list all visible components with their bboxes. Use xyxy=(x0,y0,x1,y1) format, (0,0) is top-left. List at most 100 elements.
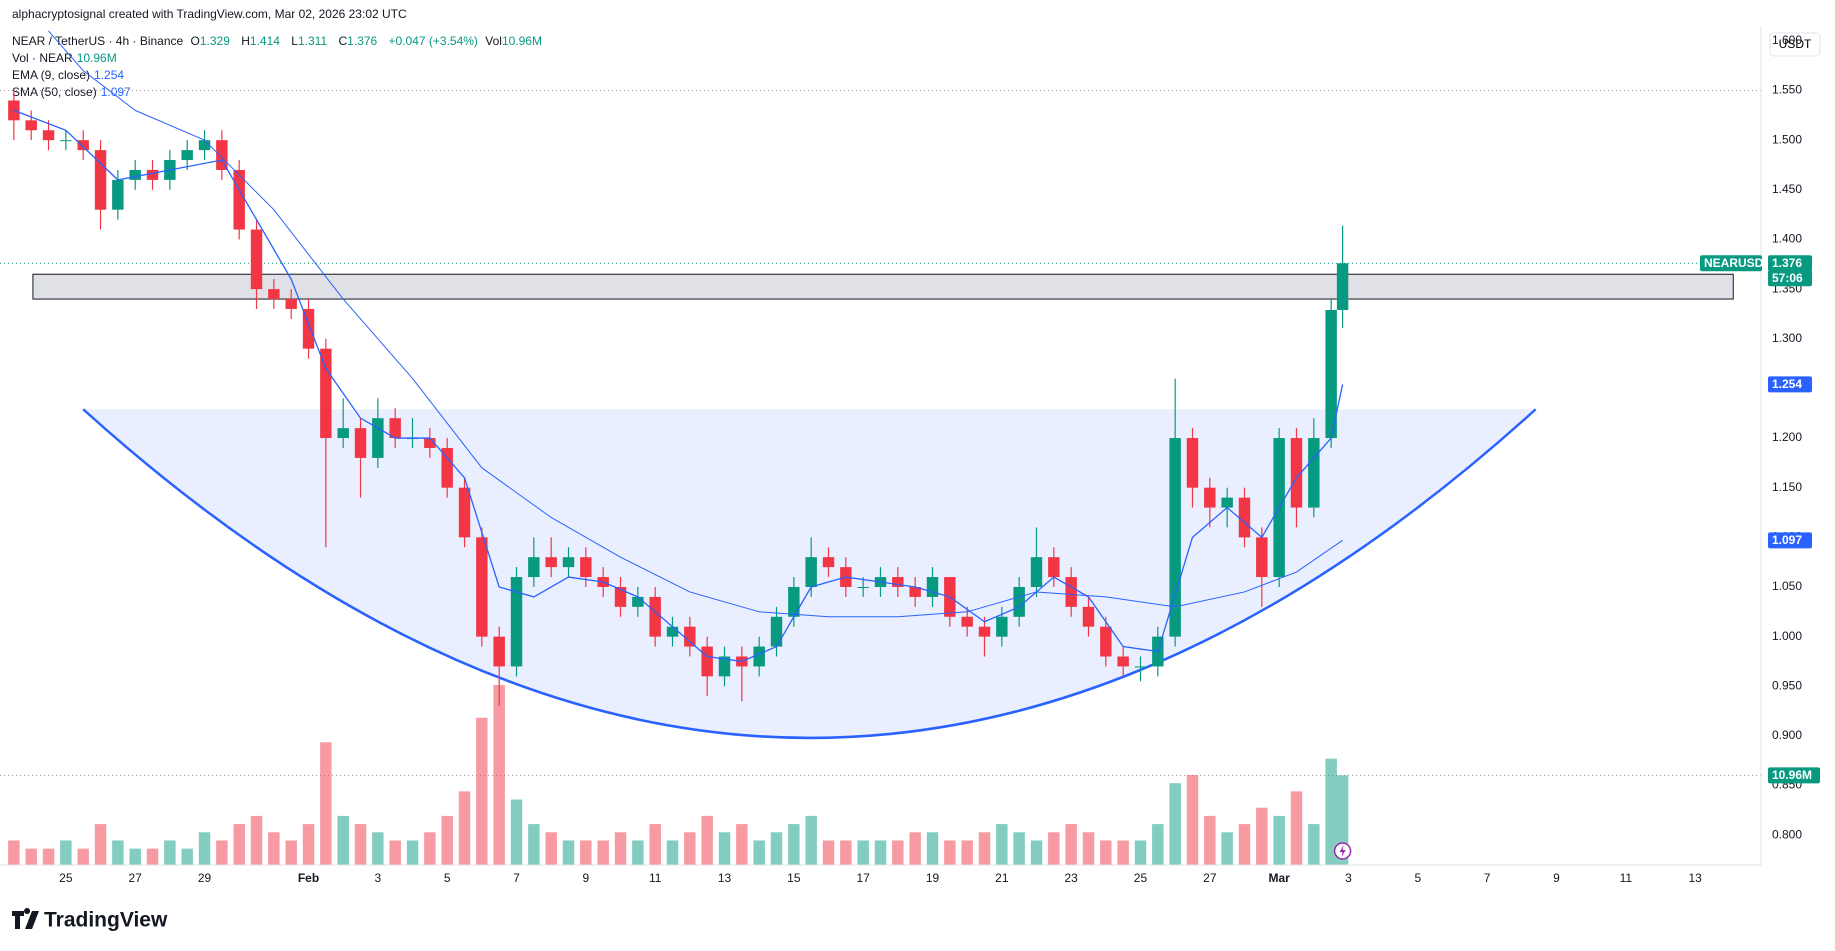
volume-bar xyxy=(1152,824,1164,865)
x-tick-label: 5 xyxy=(444,871,451,885)
volume-bar xyxy=(1336,775,1349,865)
candle-body xyxy=(1048,557,1060,578)
quote-box[interactable] xyxy=(1769,32,1821,57)
volume-bar xyxy=(718,832,731,865)
candle-body xyxy=(510,577,523,667)
volume-bar xyxy=(1325,758,1337,865)
value: 1.097 xyxy=(100,85,131,99)
candle-body xyxy=(978,626,991,637)
volume-bar xyxy=(857,840,869,865)
x-tick-label: 23 xyxy=(1064,871,1078,885)
volume-bar xyxy=(1134,840,1147,865)
volume-bar xyxy=(874,840,887,865)
volume-bar xyxy=(1238,824,1251,865)
candle-body xyxy=(684,626,696,647)
candle-body xyxy=(788,586,800,617)
x-tick-label: 11 xyxy=(1620,871,1633,885)
x-tick-label: 19 xyxy=(926,871,940,885)
volume-bar xyxy=(1048,832,1060,865)
volume-bar xyxy=(181,848,193,865)
y-tick-label: 0.950 xyxy=(1772,678,1802,692)
candle-body xyxy=(112,179,124,210)
label: H xyxy=(241,34,250,48)
y-tick-label: 1.400 xyxy=(1772,232,1802,246)
volume-bar xyxy=(805,815,817,865)
volume-bar xyxy=(510,799,523,865)
volume-bar xyxy=(77,848,89,865)
candle-body xyxy=(857,586,869,588)
volume-bar xyxy=(1117,840,1129,865)
value: 1.414 xyxy=(249,34,280,48)
volume-bar xyxy=(684,832,696,865)
y-tick-label: 0.900 xyxy=(1772,728,1802,742)
candle-body xyxy=(372,418,384,458)
value: 1.254 xyxy=(94,68,125,82)
volume-bar xyxy=(320,742,332,865)
volume-bar xyxy=(909,832,921,865)
candle-body xyxy=(580,557,592,578)
y-tick-label: 0.800 xyxy=(1772,827,1802,841)
volume-bar xyxy=(476,717,488,865)
volume-bar xyxy=(94,824,107,865)
volume-bar xyxy=(268,832,280,865)
volume-bar xyxy=(822,840,835,865)
candle-body xyxy=(753,646,765,667)
volume-bar xyxy=(978,832,991,865)
candle-body xyxy=(146,169,159,180)
volume-bar xyxy=(961,840,973,865)
volume-bar xyxy=(25,848,37,865)
volume-bar xyxy=(233,824,245,865)
candle-body xyxy=(1100,626,1112,657)
logo-text: TradingView xyxy=(44,909,168,932)
candle-body xyxy=(1013,586,1025,617)
candle-body xyxy=(996,616,1008,637)
x-tick-label: Mar xyxy=(1268,871,1290,885)
y-tick-label: 1.300 xyxy=(1772,331,1802,345)
volume-bar xyxy=(1013,832,1025,865)
ticker-badge-bg xyxy=(1700,255,1762,272)
label: Vol · NEAR xyxy=(12,51,73,65)
legend-ema: EMA (9, close) 1.254 xyxy=(12,67,128,83)
label: Vol xyxy=(485,34,502,48)
y-tick-label: 1.550 xyxy=(1772,83,1802,97)
volume-bar xyxy=(666,840,679,865)
candle-body xyxy=(302,308,315,349)
volume-bar xyxy=(597,840,609,865)
candle-body xyxy=(25,120,37,131)
candle-body xyxy=(1082,606,1095,627)
x-tick-label: 27 xyxy=(1203,871,1217,885)
y-tick-label: 1.500 xyxy=(1772,132,1802,146)
x-tick-label: 13 xyxy=(1688,871,1702,885)
volume-bar xyxy=(285,840,297,865)
volume-bar xyxy=(1169,783,1181,865)
candle-body xyxy=(94,150,107,210)
volume-bar xyxy=(406,840,419,865)
volume-bar xyxy=(1082,832,1095,865)
x-tick-label: 7 xyxy=(1484,871,1491,885)
volume-bar xyxy=(614,832,627,865)
volume-bar xyxy=(736,824,748,865)
ohlc-h: H1.414 xyxy=(241,34,284,48)
candle-body xyxy=(1065,577,1077,607)
volume-bar xyxy=(216,840,228,865)
volume-bar xyxy=(1100,840,1112,865)
candle-body xyxy=(42,130,55,141)
volume-bar xyxy=(1308,824,1320,865)
volume-bar xyxy=(198,832,211,865)
y-tick-label: 1.000 xyxy=(1772,629,1802,643)
sma-line xyxy=(48,30,1343,618)
candle-body xyxy=(1169,438,1181,637)
candle-body xyxy=(285,299,297,309)
volume-bar xyxy=(250,815,263,865)
volume-bar xyxy=(493,685,505,865)
volume-bar xyxy=(944,840,956,865)
candle-body xyxy=(476,537,488,637)
volume-badge: 10.96M xyxy=(1772,768,1812,782)
label: L xyxy=(291,34,298,48)
volume-bar xyxy=(1256,807,1268,865)
price-badge-bg xyxy=(1768,255,1812,272)
volume-bar xyxy=(580,840,592,865)
countdown-badge-bg xyxy=(1768,270,1812,287)
candle-body xyxy=(961,616,973,627)
